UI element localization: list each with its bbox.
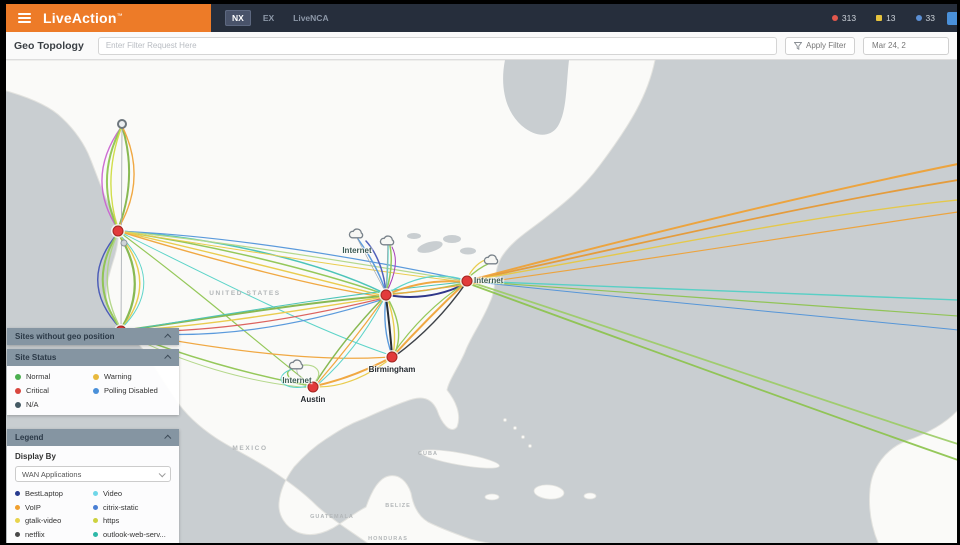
node-label-austin: Austin [300, 395, 326, 404]
site-node-seattle[interactable] [112, 225, 124, 237]
site-node-austin[interactable] [307, 381, 319, 393]
app-logo: LiveAction™ [43, 10, 123, 26]
app-header: LiveAction™ NX EX LiveNCA 313 13 33 [6, 4, 957, 32]
caribbean-islands [420, 418, 597, 501]
legend-app: VoIP [15, 503, 93, 512]
geo-topology-map[interactable]: UNITED STATES MEXICO CUBA GUATEMALA BELI… [6, 60, 957, 543]
application-legend-list: BestLaptop VoIP gtalk-video netflix rtcp… [15, 489, 171, 543]
display-by-select[interactable]: WAN Applications [15, 466, 171, 482]
livenx-app: LiveAction™ NX EX LiveNCA 313 13 33 Geo … [6, 4, 957, 543]
info-dot-icon [915, 15, 922, 21]
legend-app: netflix [15, 530, 93, 539]
site-status-body: Normal Warning Critical Polling Disabled… [7, 366, 179, 415]
status-dot-icon [93, 387, 99, 394]
view-toolbar: Geo Topology Apply Filter Mar 24, 2 [6, 32, 957, 60]
status-dot-icon [93, 373, 99, 380]
legend-body: Display By WAN Applications BestLaptop V… [7, 446, 179, 543]
hudson-bay [503, 60, 569, 135]
product-tabs: NX EX LiveNCA [225, 10, 336, 26]
chevron-up-icon [164, 434, 172, 442]
region-label-mexico: MEXICO [232, 445, 268, 452]
legend-app: citrix-static [93, 503, 171, 512]
south-america-landmass [869, 410, 957, 543]
legend-header[interactable]: Legend [7, 429, 179, 446]
chevron-down-icon [158, 469, 166, 477]
status-critical: Critical [15, 386, 93, 395]
node-label-internet: Internet [282, 376, 312, 385]
warning-alert-count[interactable]: 13 [876, 13, 896, 23]
info-alert-count[interactable]: 33 [915, 13, 935, 23]
legend-app: https [93, 516, 171, 525]
node-label-internet: Internet [342, 246, 372, 255]
region-label-cuba: CUBA [418, 451, 438, 457]
tab-livenca[interactable]: LiveNCA [293, 13, 329, 23]
warning-square-icon [876, 15, 883, 21]
app-dot-icon [93, 518, 98, 523]
chevron-up-icon [164, 333, 172, 341]
chevron-up-icon [164, 354, 172, 362]
funnel-icon [793, 41, 802, 50]
legend-panel: Legend Display By WAN Applications BestL… [7, 429, 179, 543]
status-dot-icon [15, 373, 21, 380]
internet-cloud-icon[interactable] [379, 234, 397, 252]
app-dot-icon [93, 531, 98, 537]
legend-app: Video [93, 489, 171, 498]
filter-input[interactable] [97, 36, 777, 55]
app-dot-icon [15, 518, 20, 523]
status-dot-icon [15, 401, 21, 408]
site-node-central[interactable] [380, 289, 392, 301]
display-by-label: Display By [15, 452, 56, 461]
region-label-honduras: HONDURAS [368, 536, 408, 542]
logo-block: LiveAction™ [6, 4, 211, 32]
sites-without-geo-header[interactable]: Sites without geo position [7, 328, 179, 345]
internet-cloud-icon[interactable] [348, 227, 366, 245]
app-dot-icon [15, 504, 20, 510]
status-polling-disabled: Polling Disabled [93, 386, 171, 395]
app-dot-icon [93, 504, 98, 510]
status-warning: Warning [93, 372, 171, 381]
status-dot-icon [15, 387, 21, 394]
trademark-mark: ™ [116, 13, 123, 20]
region-label-united-states: UNITED STATES [209, 290, 281, 297]
node-label-birmingham: Birmingham [368, 365, 416, 374]
site-node-birmingham[interactable] [386, 351, 398, 363]
date-range-button[interactable]: Mar 24, 2 [863, 36, 949, 55]
site-status-panel: Site Status Normal Warning Critical Poll… [7, 349, 179, 415]
status-normal: Normal [15, 372, 93, 381]
app-dot-icon [15, 531, 20, 537]
tab-ex[interactable]: EX [262, 13, 275, 23]
region-label-guatemala: GUATEMALA [310, 514, 354, 520]
legend-app: gtalk-video [15, 516, 93, 525]
alert-counters: 313 13 33 [831, 13, 935, 23]
user-menu-icon[interactable] [947, 11, 957, 25]
tab-nx[interactable]: NX [225, 10, 251, 26]
apply-filter-button[interactable]: Apply Filter [784, 36, 855, 55]
menu-hamburger-icon[interactable] [18, 13, 31, 23]
legend-app: outlook-web-serv... [93, 530, 171, 539]
region-label-belize: BELIZE [385, 503, 411, 509]
site-node-east[interactable] [461, 275, 473, 287]
node-label-internet: Internet [474, 276, 504, 285]
internet-cloud-icon[interactable] [288, 358, 306, 376]
great-lakes [407, 233, 476, 255]
sites-without-geo-panel: Sites without geo position [7, 328, 179, 345]
mini-node[interactable] [120, 239, 128, 247]
site-status-header[interactable]: Site Status [7, 349, 179, 366]
site-group-ring-node[interactable] [117, 119, 127, 129]
app-dot-icon [15, 491, 20, 496]
app-dot-icon [93, 491, 98, 496]
status-na: N/A [15, 400, 93, 409]
page-title: Geo Topology [14, 39, 84, 52]
legend-app: BestLaptop [15, 489, 93, 498]
critical-alert-count[interactable]: 313 [831, 13, 856, 23]
critical-dot-icon [831, 15, 838, 21]
internet-cloud-icon[interactable] [483, 253, 501, 271]
